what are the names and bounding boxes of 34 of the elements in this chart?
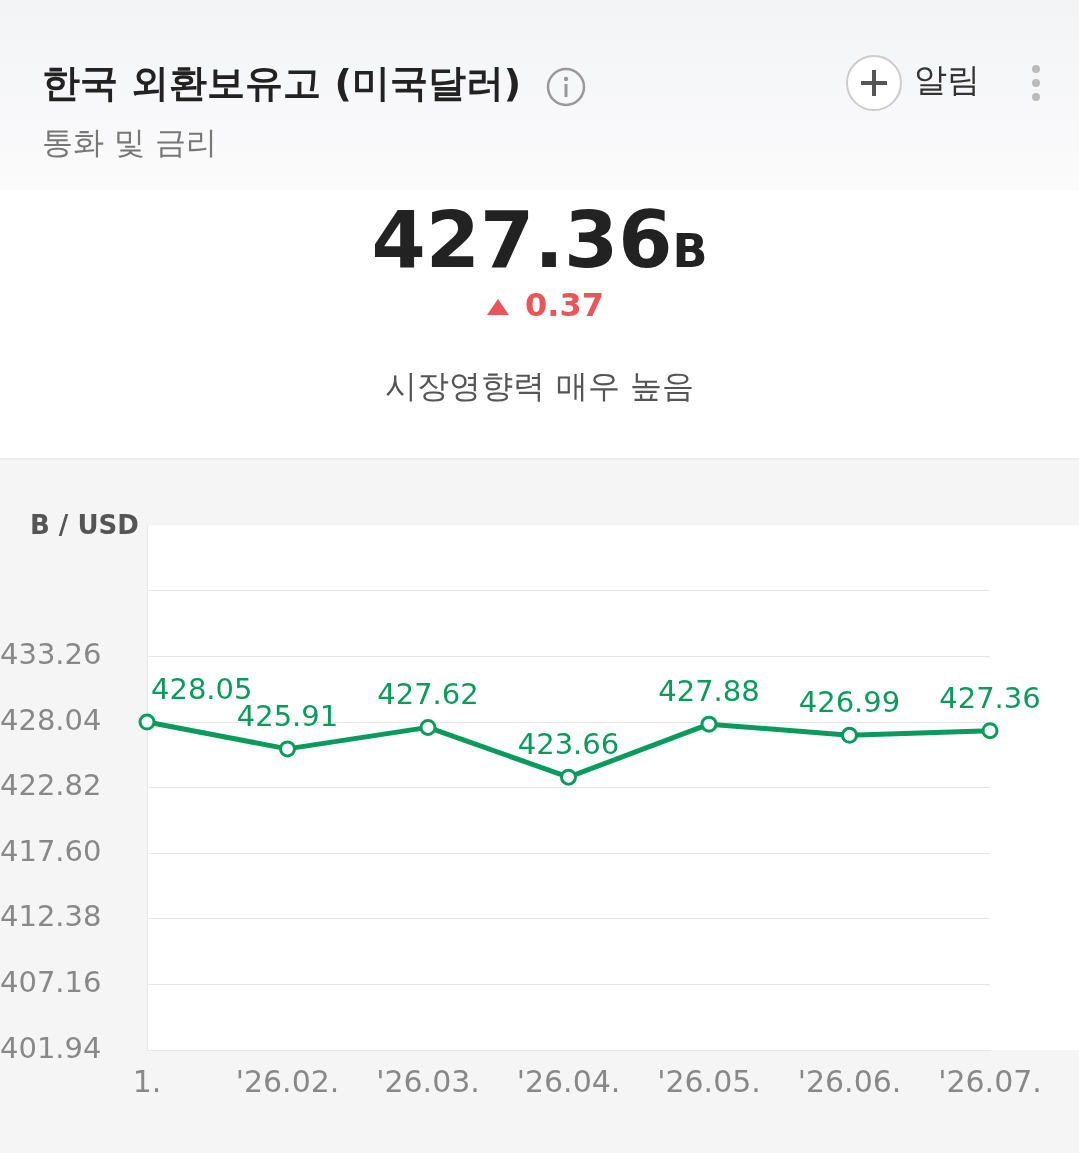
data-label: 427.62	[377, 677, 479, 712]
y-tick-label: 428.04	[0, 702, 102, 737]
data-label: 427.36	[939, 680, 1041, 715]
x-tick-label: '26.05.	[657, 1063, 761, 1099]
text: 427.36B	[370, 195, 709, 285]
point	[138, 713, 156, 731]
y-tick-label: 433.26	[0, 637, 102, 672]
y-tick-label: 401.94	[0, 1030, 102, 1065]
y-tick-label: 407.16	[0, 964, 102, 999]
chart-subtitle: 통화 및 금리	[42, 123, 217, 162]
text: 알림	[914, 59, 980, 101]
x-tick-label: '26.02.	[235, 1063, 340, 1099]
x-tick-label: '26.06.	[797, 1063, 902, 1099]
y-tick-label: 412.38	[0, 899, 102, 934]
data-label: 423.66	[517, 727, 620, 762]
point	[700, 715, 718, 733]
point	[841, 726, 858, 744]
x-tick-label: '26.07.	[938, 1063, 1042, 1099]
data-label: 425.91	[236, 698, 339, 733]
data-label: 426.99	[798, 685, 901, 720]
text: 시장영향력 매우 높음	[384, 366, 695, 407]
point	[419, 718, 437, 736]
point	[560, 768, 577, 786]
y-axis-title: B / USD	[30, 510, 139, 540]
x-tick-label: 1.	[132, 1063, 162, 1099]
y-tick-label: 422.82	[0, 768, 102, 803]
y-tick-label: 417.60	[0, 833, 102, 868]
data-label: 427.88	[658, 674, 760, 709]
point	[981, 722, 999, 740]
chart-title: 한국 외환보유고 (미국달러)	[42, 60, 522, 107]
x-tick-label: '26.04.	[516, 1063, 621, 1099]
text: 0.37	[525, 286, 604, 324]
point	[279, 740, 296, 758]
x-tick-label: '26.03.	[376, 1063, 480, 1099]
